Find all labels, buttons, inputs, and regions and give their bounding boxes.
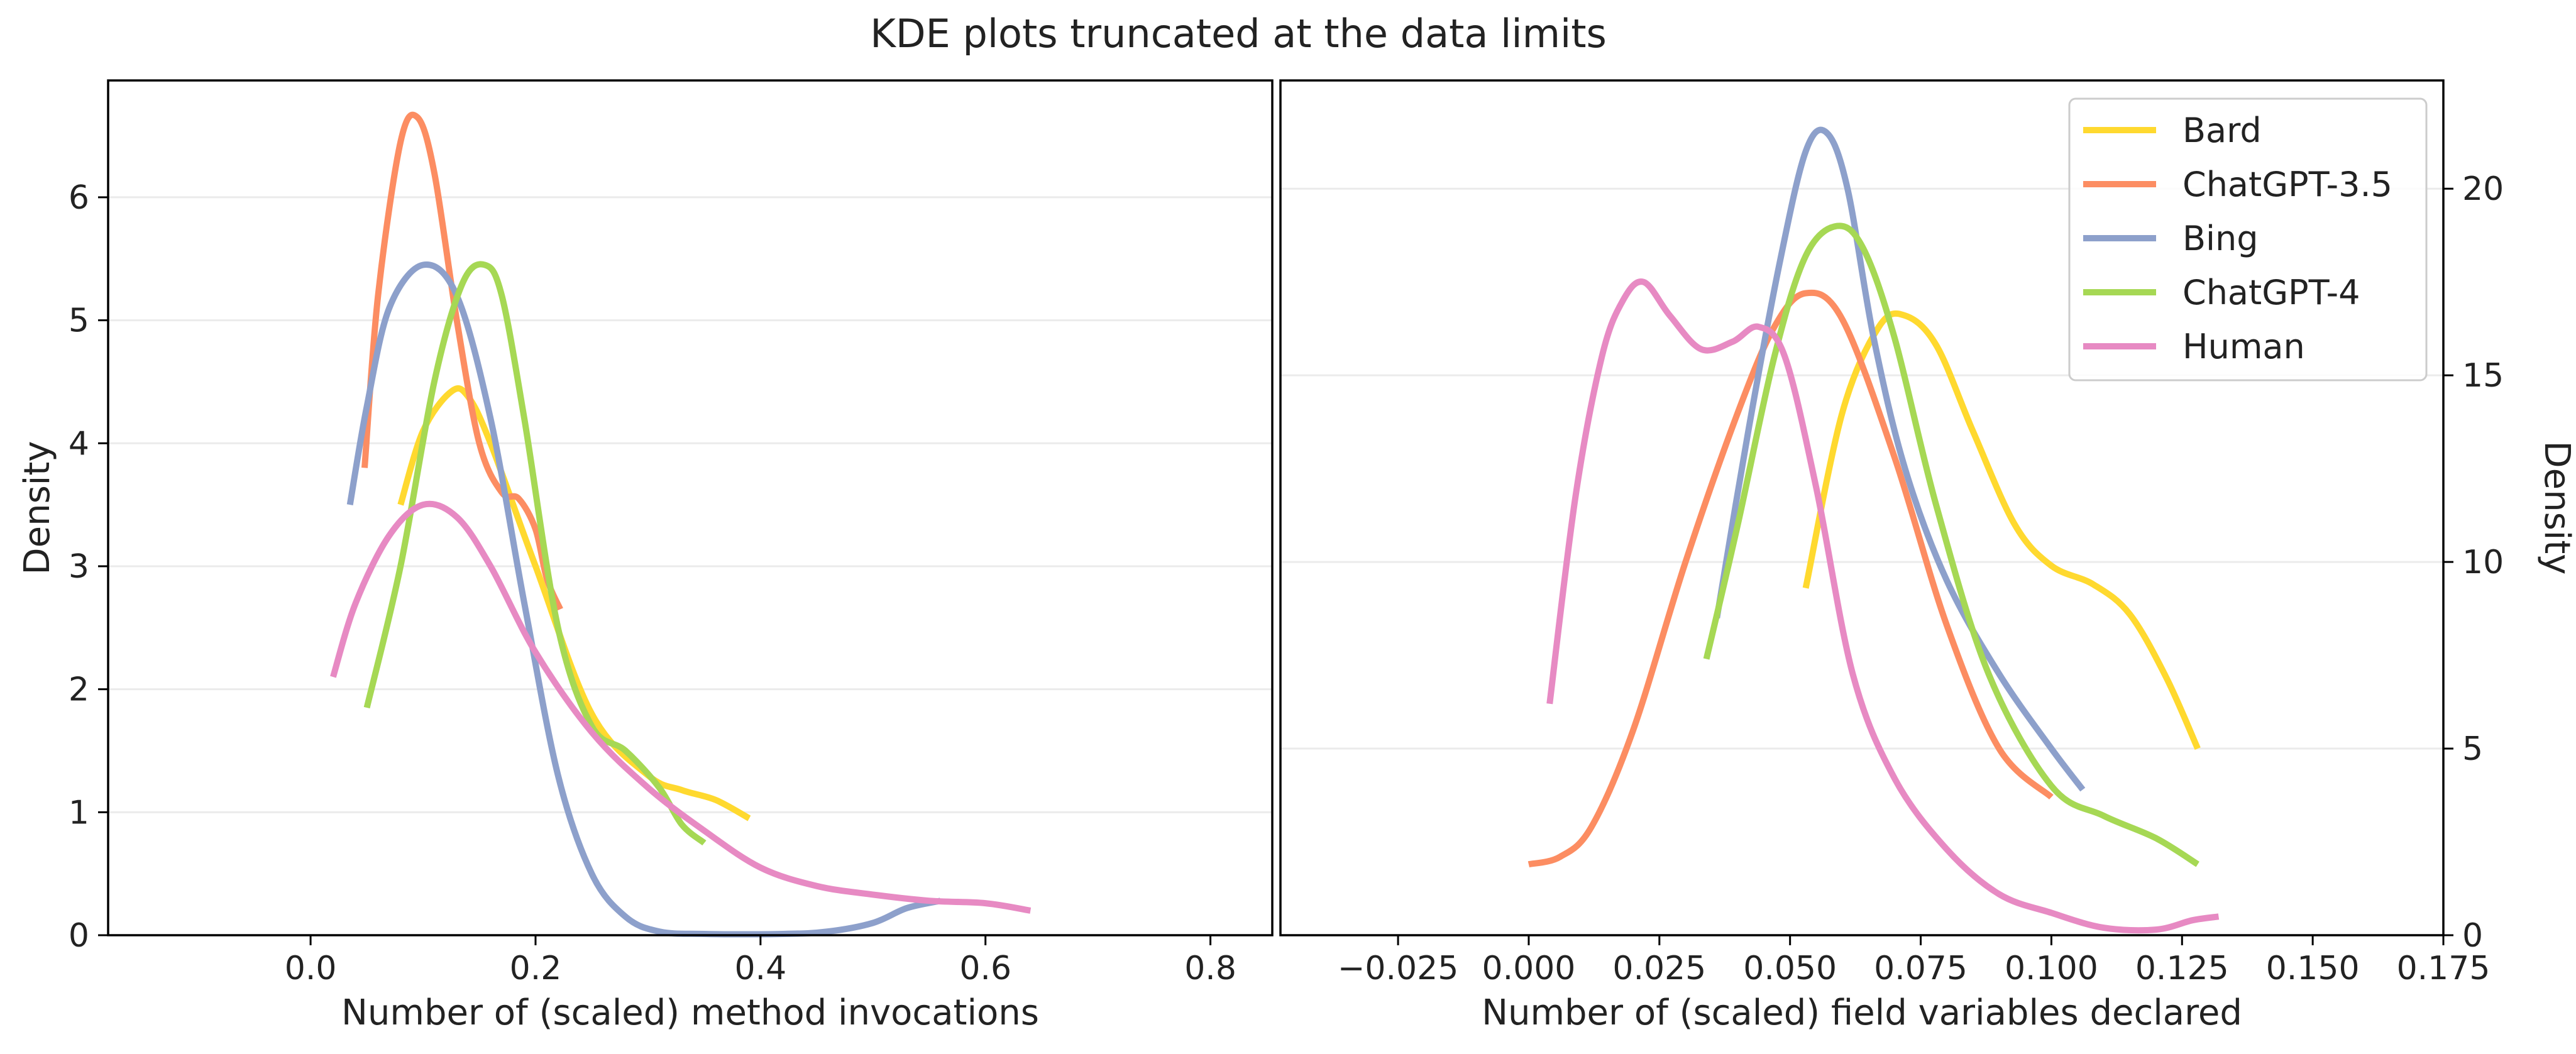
left-series-chatgpt-4-line xyxy=(363,261,707,846)
right-x-tick-label: 0.025 xyxy=(1612,950,1706,987)
right-x-tick-label: 0.100 xyxy=(2005,950,2098,987)
left-y-tick-label: 0 xyxy=(69,917,89,955)
left-x-tick-label: 0.8 xyxy=(1184,950,1236,987)
right-x-tick-label: −0.025 xyxy=(1338,950,1458,987)
left-axes-frame xyxy=(107,79,1274,936)
left-x-tick-label: 0.0 xyxy=(285,950,337,987)
right-y-tick-label: 0 xyxy=(2462,917,2483,955)
left-y-tick-label: 2 xyxy=(69,671,89,709)
legend: Bard ChatGPT-3.5 Bing ChatGPT-4 Human xyxy=(2068,97,2428,382)
right-series-human-line xyxy=(1546,278,2220,934)
right-y-tick-label: 20 xyxy=(2462,170,2504,208)
right-plot-panel: −0.025 0.000 0.025 0.050 0.075 0.100 0.125 0.15… xyxy=(1279,79,2576,1033)
left-series-group xyxy=(330,111,1032,938)
left-plot-panel: 0.0 0.2 0.4 0.6 0.8 0 1 2 3 4 5 6 Number of (scaled)… xyxy=(17,79,1274,1033)
legend-label-bard: Bard xyxy=(2182,111,2262,150)
legend-label-chatgpt-3-5: ChatGPT-3.5 xyxy=(2182,165,2392,204)
right-x-tick-label: 0.075 xyxy=(1874,950,1968,987)
legend-label-human: Human xyxy=(2182,327,2305,366)
left-series-bing-line xyxy=(346,261,942,938)
right-series-group xyxy=(1527,126,2220,934)
left-x-tick-label: 0.6 xyxy=(959,950,1011,987)
left-y-tick-label: 6 xyxy=(69,179,89,217)
figure-title: KDE plots truncated at the data limits xyxy=(870,11,1607,57)
left-y-tick-label: 1 xyxy=(69,794,89,832)
right-series-chatgpt-3-5-line xyxy=(1527,289,2054,868)
right-series-chatgpt-4-line xyxy=(1703,222,2199,867)
right-x-axis-label: Number of (scaled) field variables decla… xyxy=(1482,992,2242,1033)
right-x-tick-label: 0.150 xyxy=(2266,950,2360,987)
legend-box xyxy=(2068,97,2428,382)
right-y-tick-label: 10 xyxy=(2462,544,2504,581)
legend-label-chatgpt-4: ChatGPT-4 xyxy=(2182,273,2360,312)
right-y-axis-label: Density xyxy=(2536,441,2576,575)
right-x-tick-label: 0.000 xyxy=(1482,950,1576,987)
right-series-bard-line xyxy=(1802,310,2201,750)
right-x-tick-label: 0.050 xyxy=(1743,950,1837,987)
right-axes-frame xyxy=(1279,79,2445,936)
right-y-tick-label: 5 xyxy=(2462,730,2483,768)
left-series-bard-line xyxy=(397,385,751,821)
left-x-tick-label: 0.2 xyxy=(510,950,562,987)
left-x-tick-label: 0.4 xyxy=(734,950,786,987)
right-y-tick-label: 15 xyxy=(2462,357,2504,395)
legend-label-bing: Bing xyxy=(2182,219,2259,258)
left-y-tick-label: 4 xyxy=(69,425,89,463)
right-x-tick-label: 0.125 xyxy=(2135,950,2229,987)
left-y-tick-label: 3 xyxy=(69,548,89,586)
left-y-tick-label: 5 xyxy=(69,302,89,340)
right-x-tick-label: 0.175 xyxy=(2397,950,2491,987)
left-y-axis-label: Density xyxy=(17,441,58,575)
left-x-axis-label: Number of (scaled) method invocations xyxy=(341,992,1039,1033)
right-series-bing-line xyxy=(1714,126,2086,792)
left-series-human-line xyxy=(330,500,1032,914)
